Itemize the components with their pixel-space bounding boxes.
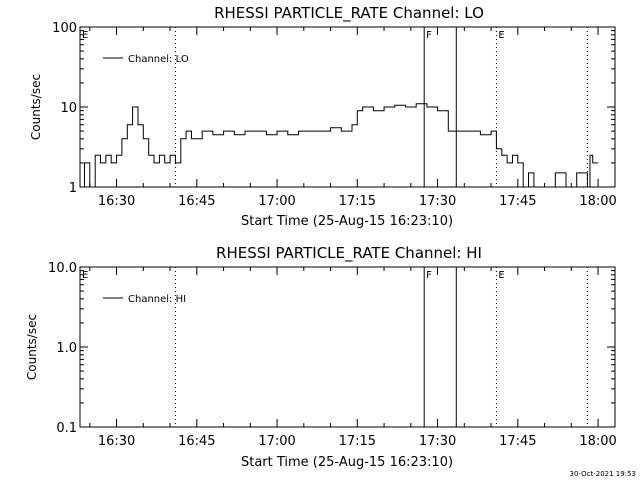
x-tick-label: 17:30: [419, 194, 456, 209]
x-tick-label: 16:45: [178, 194, 215, 209]
y-axis: 1 10 100: [52, 21, 615, 196]
legend-label: Channel: LO: [128, 54, 189, 65]
series-layer: [80, 103, 599, 188]
corner-label: E: [82, 270, 88, 281]
x-axis-label: Start Time (25-Aug-15 16:23:10): [241, 214, 453, 229]
y-tick-label: 10: [60, 101, 77, 116]
chart-title: RHESSI PARTICLE_RATE Channel: HI: [216, 244, 482, 263]
x-tick-label: 18:00: [579, 434, 616, 449]
chart-title: RHESSI PARTICLE_RATE Channel: LO: [214, 4, 484, 23]
marker-label: F: [426, 270, 432, 281]
legend-label: Channel: HI: [128, 294, 186, 305]
plot-frame: [79, 26, 616, 188]
y-tick-label: 1: [69, 181, 77, 196]
legend: Channel: LO: [103, 54, 189, 65]
x-axis: 16:30 16:45 17:00 17:15 17:30 17:45 18:00: [89, 27, 617, 209]
x-tick-label: 16:30: [98, 434, 135, 449]
x-tick-label: 17:15: [339, 194, 376, 209]
x-tick-label: 16:45: [178, 434, 215, 449]
y-tick-label: 10.0: [48, 261, 77, 276]
marker-label: F: [426, 30, 432, 41]
footer-timestamp: 30-Oct-2021 19:53: [569, 470, 636, 478]
y-tick-label: 1.0: [56, 341, 77, 356]
x-tick-label: 17:15: [339, 434, 376, 449]
x-tick-label: 17:45: [499, 434, 536, 449]
y-axis-label: Counts/sec: [29, 74, 43, 140]
y-tick-label: 0.1: [56, 421, 77, 436]
plot-frame: [79, 266, 616, 428]
corner-label: E: [82, 30, 88, 41]
x-tick-label: 16:30: [98, 194, 135, 209]
y-axis-label: Counts/sec: [25, 314, 39, 380]
x-tick-label: 17:00: [258, 194, 295, 209]
x-axis-label: Start Time (25-Aug-15 16:23:10): [241, 455, 453, 470]
y-tick-label: 100: [52, 21, 77, 36]
series-line: [80, 103, 599, 188]
x-tick-label: 17:45: [499, 194, 536, 209]
marker-label: E: [498, 270, 504, 281]
legend: Channel: HI: [103, 294, 186, 305]
x-axis: 16:30 16:45 17:00 17:15 17:30 17:45 18:00: [89, 267, 617, 449]
x-tick-label: 17:00: [258, 434, 295, 449]
x-tick-label: 18:00: [579, 194, 616, 209]
marker-label: E: [498, 30, 504, 41]
x-tick-label: 17:30: [419, 434, 456, 449]
y-axis: 0.1 1.0 10.0: [48, 261, 615, 436]
